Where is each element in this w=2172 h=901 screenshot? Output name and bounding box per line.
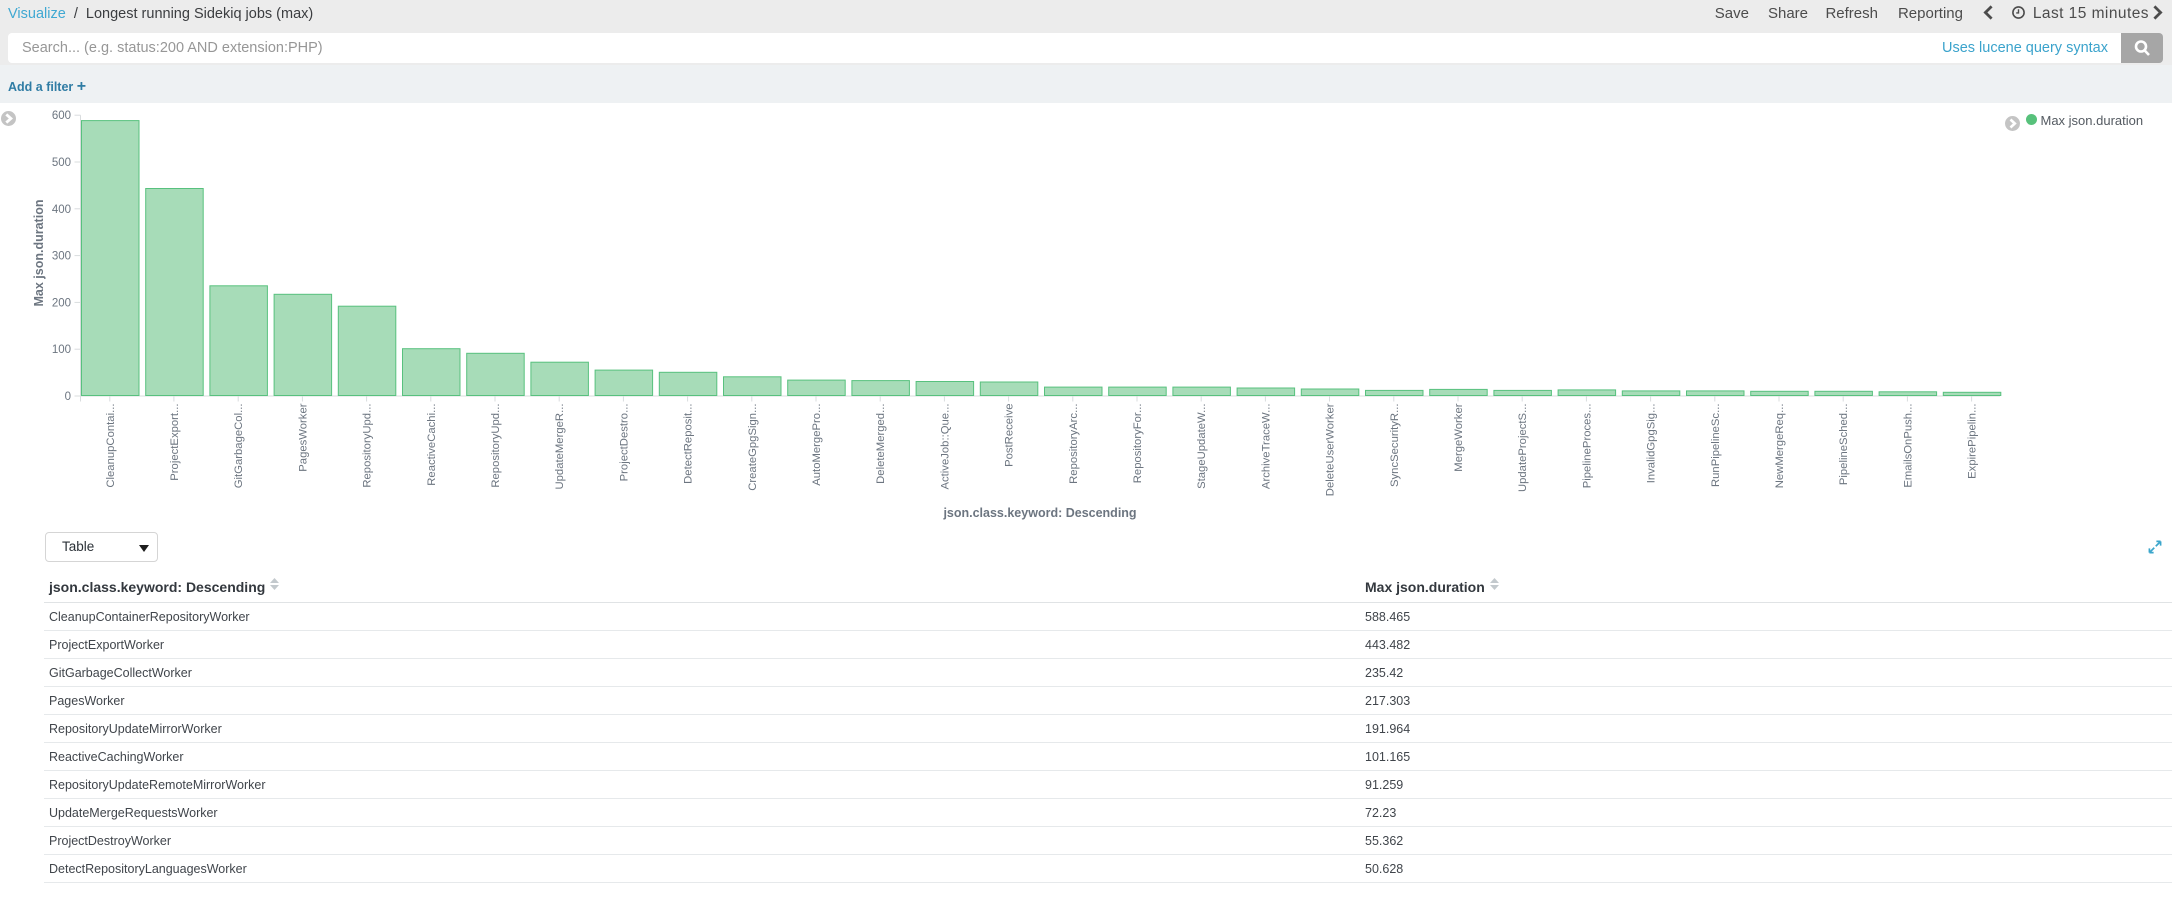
svg-text:100: 100 <box>52 344 71 356</box>
svg-text:GitGarbageCol...: GitGarbageCol... <box>233 404 245 489</box>
svg-text:EmailsOnPush...: EmailsOnPush... <box>1902 404 1914 488</box>
svg-text:ActiveJob::Que...: ActiveJob::Que... <box>939 404 951 490</box>
svg-text:PipelineSched...: PipelineSched... <box>1838 404 1850 486</box>
svg-text:ReactiveCachi...: ReactiveCachi... <box>426 404 438 486</box>
svg-text:DetectReposit...: DetectReposit... <box>683 404 695 484</box>
svg-text:CreateGpgSign...: CreateGpgSign... <box>747 404 759 491</box>
svg-text:RunPipelineSc...: RunPipelineSc... <box>1710 404 1722 488</box>
svg-text:ArchiveTraceW...: ArchiveTraceW... <box>1260 404 1272 490</box>
svg-text:UpdateProjectS...: UpdateProjectS... <box>1517 404 1529 493</box>
svg-text:RepositoryArc...: RepositoryArc... <box>1068 404 1080 484</box>
svg-text:RepositoryUpd...: RepositoryUpd... <box>362 404 374 488</box>
svg-text:ExpirePipelin...: ExpirePipelin... <box>1967 404 1979 479</box>
svg-text:ProjectExport...: ProjectExport... <box>169 404 181 481</box>
svg-text:PipelineProces...: PipelineProces... <box>1581 404 1593 489</box>
svg-text:RepositoryFor...: RepositoryFor... <box>1132 404 1144 484</box>
svg-text:600: 600 <box>52 110 71 122</box>
svg-text:CleanupContai...: CleanupContai... <box>105 404 117 488</box>
svg-text:DeleteMerged...: DeleteMerged... <box>875 404 887 484</box>
svg-text:InvalidGpgSig...: InvalidGpgSig... <box>1646 404 1658 484</box>
svg-text:300: 300 <box>52 251 71 263</box>
svg-text:PagesWorker: PagesWorker <box>297 403 309 471</box>
svg-text:0: 0 <box>65 391 71 403</box>
svg-text:200: 200 <box>52 297 71 309</box>
svg-text:500: 500 <box>52 157 71 169</box>
svg-text:ProjectDestro...: ProjectDestro... <box>618 404 630 482</box>
svg-text:UpdateMergeR...: UpdateMergeR... <box>554 404 566 490</box>
svg-text:AutoMergePro...: AutoMergePro... <box>811 404 823 486</box>
svg-text:json.class.keyword: Descending: json.class.keyword: Descending <box>942 506 1136 520</box>
svg-text:MergeWorker: MergeWorker <box>1453 403 1465 471</box>
svg-text:400: 400 <box>52 204 71 216</box>
svg-text:RepositoryUpd...: RepositoryUpd... <box>490 404 502 488</box>
svg-text:NewMergeReq...: NewMergeReq... <box>1774 404 1786 489</box>
svg-text:SyncSecurityR...: SyncSecurityR... <box>1389 404 1401 488</box>
svg-text:DeleteUserWorker: DeleteUserWorker <box>1324 403 1336 496</box>
svg-text:PostReceive: PostReceive <box>1004 404 1016 467</box>
svg-text:StageUpdateW...: StageUpdateW... <box>1196 404 1208 489</box>
